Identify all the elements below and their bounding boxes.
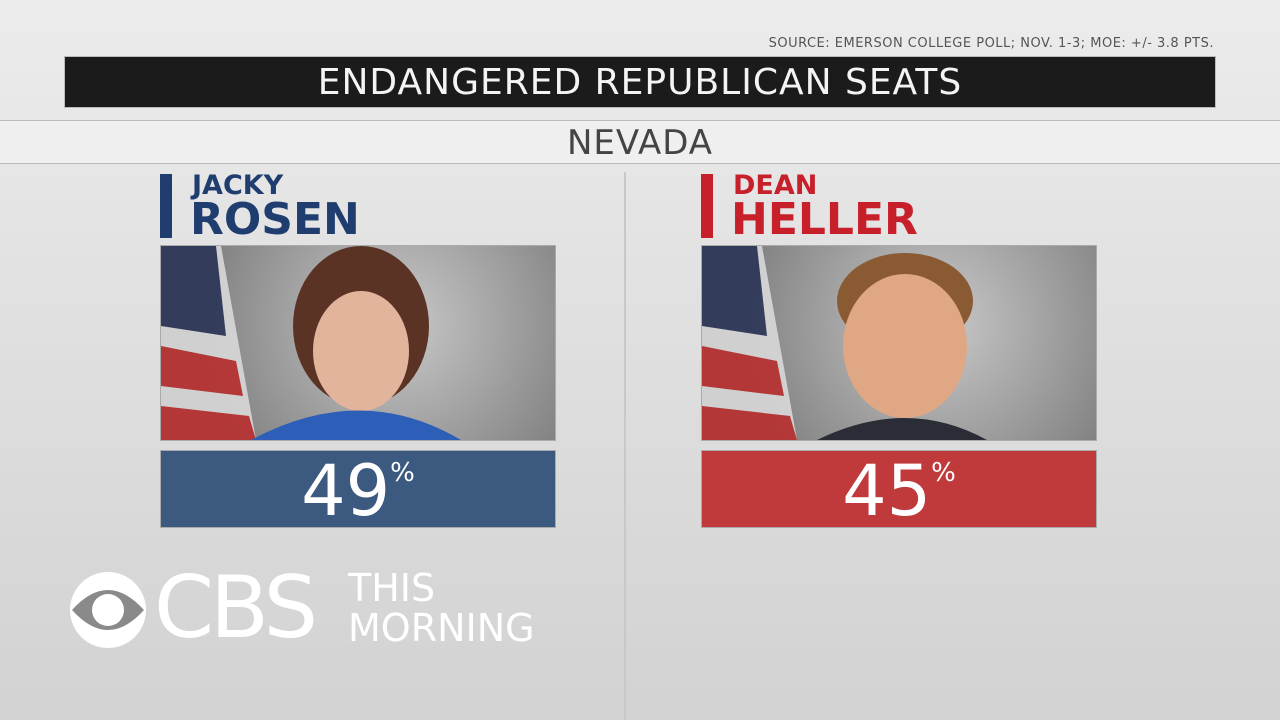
network-name: CBS: [154, 558, 318, 658]
vote-share: 45: [842, 450, 932, 532]
photo: [701, 245, 1097, 441]
show-line: MORNING: [348, 606, 535, 650]
subtitle: NEVADA: [0, 120, 1280, 164]
first-name: JACKY: [192, 170, 284, 201]
last-name: ROSEN: [190, 194, 360, 245]
vote-unit: %: [931, 458, 956, 488]
party-accent: [701, 174, 713, 238]
title: ENDANGERED REPUBLICAN SEATS: [64, 56, 1216, 108]
first-name: DEAN: [733, 170, 818, 201]
cbs-eye: [70, 572, 146, 648]
source-note: SOURCE: EMERSON COLLEGE POLL; NOV. 1-3; …: [768, 36, 1214, 51]
score-box: 45%: [701, 450, 1097, 531]
vote-unit: %: [390, 458, 415, 488]
vote-share: 49: [301, 450, 391, 532]
party-accent: [160, 174, 172, 238]
last-name: HELLER: [731, 194, 918, 245]
candidate: JACKY ROSEN 49%: [160, 172, 556, 532]
candidate: DEAN HELLER 45%: [701, 172, 1097, 532]
score-box: 49%: [160, 450, 556, 531]
divider: [624, 172, 626, 720]
photo-art: [702, 246, 987, 440]
photo-art: [161, 246, 461, 440]
photo: [160, 245, 556, 441]
show-line: THIS: [348, 566, 436, 610]
